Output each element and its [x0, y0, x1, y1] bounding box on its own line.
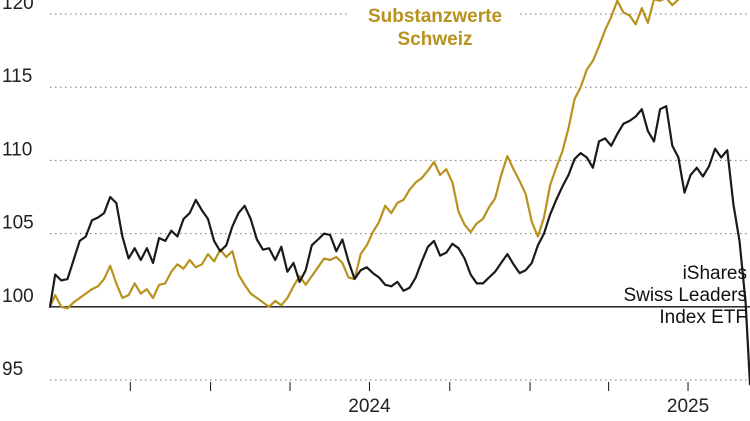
label-backing — [350, 4, 520, 28]
y-tick-label-115: 115 — [2, 66, 32, 87]
x-year-label-2024: 2024 — [348, 396, 391, 417]
y-axis-tick-labels: 95 100 105 110 115 120 — [2, 0, 34, 380]
series-label-ishares: Index ETF — [659, 307, 747, 328]
series-line-substanzwerte — [48, 0, 680, 310]
y-tick-label-120: 120 — [2, 0, 34, 14]
x-axis: 2024 2025 — [129, 382, 709, 417]
grid-layer — [50, 13, 750, 381]
series-label-substanzwerte: Substanzwerte — [368, 6, 502, 27]
y-tick-label-110: 110 — [2, 139, 32, 160]
series-label-ishares: iShares — [683, 263, 747, 284]
label-backing — [350, 27, 520, 51]
y-tick-label-95: 95 — [2, 359, 23, 380]
series-label-substanzwerte: Schweiz — [398, 29, 473, 50]
x-year-label-2025: 2025 — [667, 396, 709, 417]
series-layer — [48, 0, 750, 386]
y-tick-label-105: 105 — [2, 213, 34, 234]
series-label-ishares: Swiss Leaders — [623, 285, 747, 306]
series-line-ishares — [48, 105, 750, 386]
y-tick-label-100: 100 — [2, 286, 34, 307]
